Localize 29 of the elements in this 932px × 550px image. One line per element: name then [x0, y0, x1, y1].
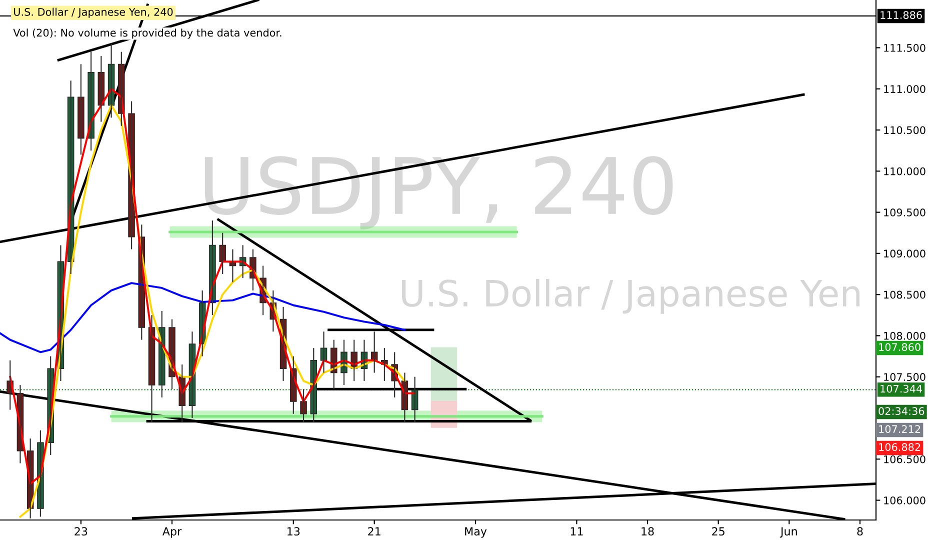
y-tick-label: 107.500 — [884, 373, 926, 381]
y-tick-label: 111.000 — [884, 85, 926, 93]
ref-line-label: 107.344 — [880, 384, 922, 393]
y-tick-label: 110.000 — [884, 167, 926, 176]
text: 107.212 — [879, 425, 920, 434]
y-tick-label: 110.500 — [884, 126, 926, 134]
text: U.S. Dollar / Japanese Yen, 240 — [14, 8, 173, 18]
x-tick-label: May — [465, 527, 487, 538]
text: 107.860 — [879, 343, 920, 352]
y-tick-label: 108.000 — [884, 332, 926, 340]
ref-line-label: 111.886 — [880, 11, 922, 19]
y-tick-label: 106.000 — [884, 496, 926, 504]
text: 02:34:36 — [878, 407, 924, 416]
y-tick-label: 106.500 — [884, 455, 926, 464]
x-tick-label: Apr — [162, 527, 182, 538]
y-tick-label: 108.500 — [884, 290, 926, 299]
y-tick-label: 109.000 — [884, 250, 926, 258]
x-tick-label: 11 — [570, 527, 583, 536]
y-tick-label: 109.500 — [884, 208, 926, 216]
x-tick-label: Jun — [780, 527, 797, 538]
text: 106.882 — [879, 443, 920, 452]
x-tick-label: 21 — [368, 527, 380, 536]
x-tick-label: 25 — [712, 527, 724, 536]
x-tick-label: 18 — [642, 527, 654, 536]
x-tick-label: 23 — [74, 527, 88, 536]
x-tick-label: 8 — [857, 527, 863, 536]
y-tick-label: 111.500 — [884, 44, 926, 52]
x-tick-label: 13 — [288, 527, 300, 536]
annotation: Vol (20): No volume is provided by the data vendor. — [13, 28, 282, 39]
